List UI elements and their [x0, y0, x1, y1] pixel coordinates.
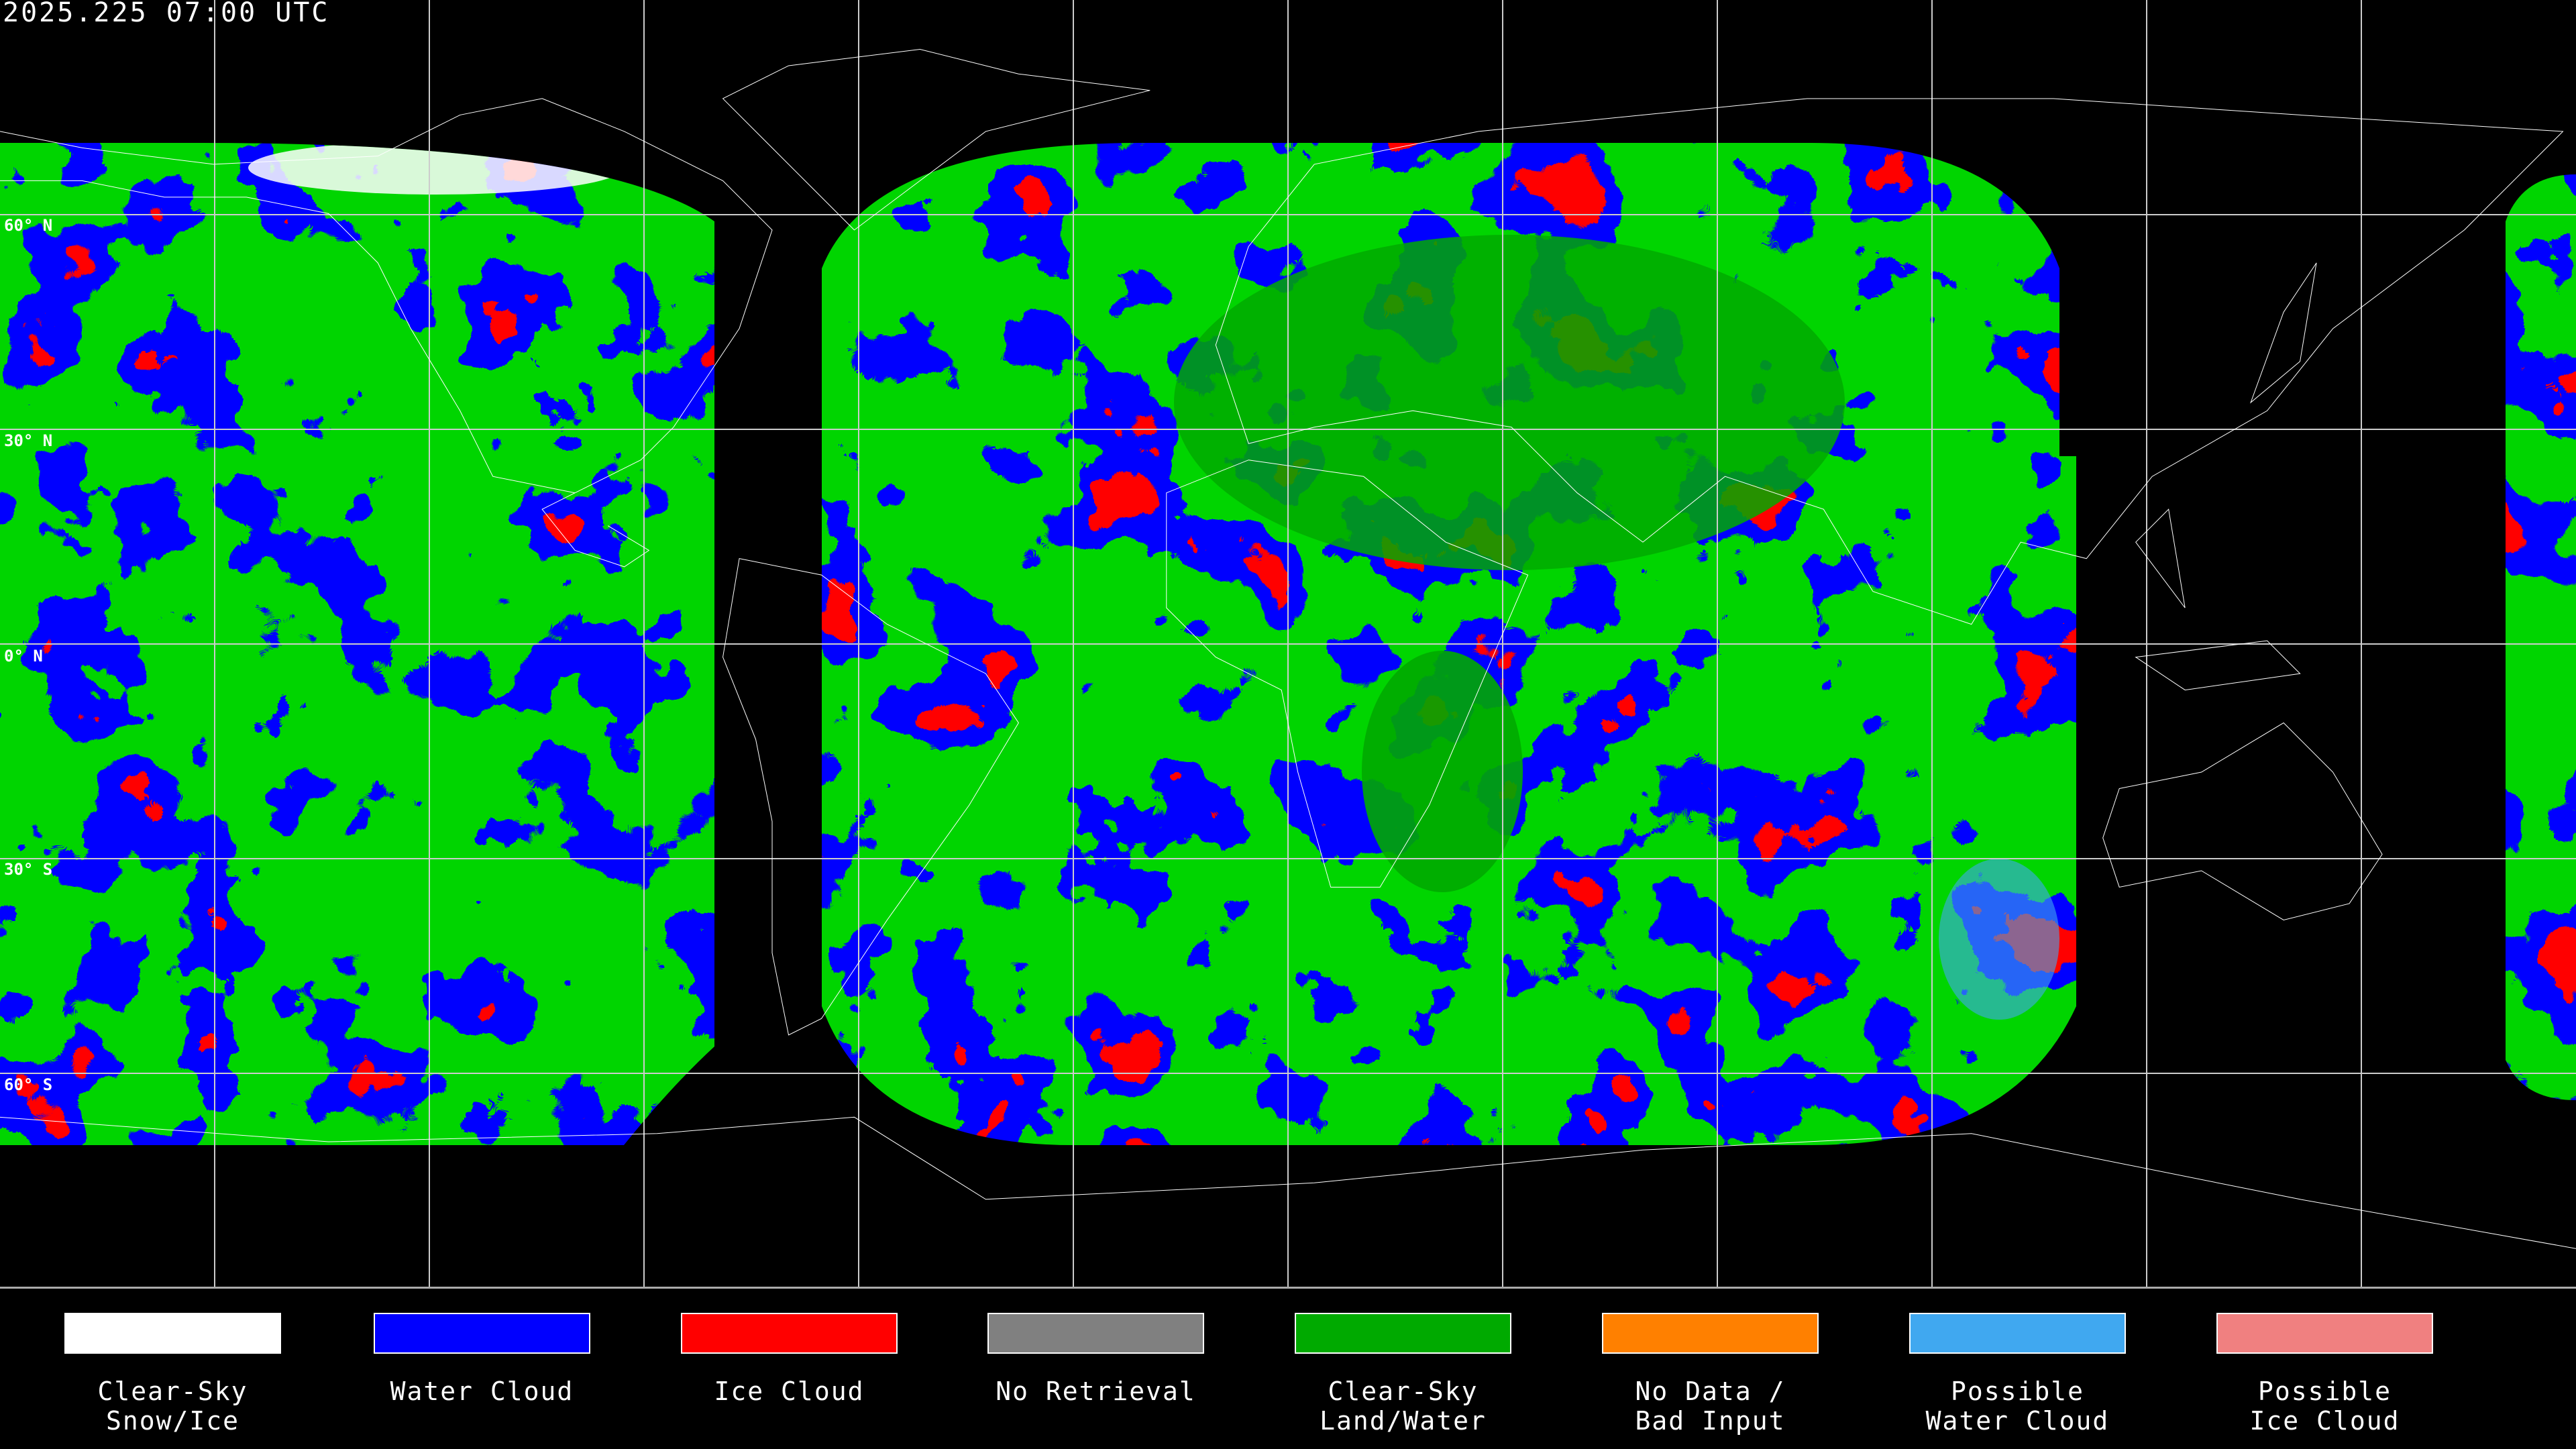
graticule — [0, 0, 2576, 1288]
legend-label: Water Cloud — [390, 1377, 574, 1406]
legend-item: Clear-Sky Snow/Ice — [64, 1313, 281, 1436]
legend-item: No Retrieval — [987, 1313, 1204, 1406]
legend-label: Clear-Sky Land/Water — [1320, 1377, 1487, 1436]
legend-item: No Data / Bad Input — [1602, 1313, 1819, 1436]
legend-swatch — [1295, 1313, 1511, 1354]
timestamp-title: 2025.225 07:00 UTC — [3, 0, 330, 28]
legend-swatch — [987, 1313, 1204, 1354]
coastlines — [0, 49, 2576, 1248]
cloud-phase-map — [0, 0, 2576, 1288]
legend-label: Possible Water Cloud — [1925, 1377, 2110, 1436]
legend-item: Water Cloud — [374, 1313, 590, 1406]
legend-swatch — [2216, 1313, 2433, 1354]
legend-swatch — [64, 1313, 281, 1354]
lat-label-60s: 60° S — [4, 1075, 53, 1094]
legend-swatch — [374, 1313, 590, 1354]
lat-label-30n: 30° N — [4, 431, 53, 450]
map-legend-divider — [0, 1287, 2576, 1289]
legend-item: Possible Ice Cloud — [2216, 1313, 2433, 1436]
lat-label-0n: 0° N — [4, 647, 43, 665]
legend-label: Clear-Sky Snow/Ice — [97, 1377, 248, 1436]
legend-item: Clear-Sky Land/Water — [1295, 1313, 1511, 1436]
legend-swatch — [1602, 1313, 1819, 1354]
lat-label-60n: 60° N — [4, 216, 53, 235]
legend-label: No Data / Bad Input — [1635, 1377, 1786, 1436]
lat-label-30s: 30° S — [4, 860, 53, 879]
legend-label: Possible Ice Cloud — [2249, 1377, 2400, 1436]
legend-item: Ice Cloud — [681, 1313, 898, 1406]
legend-label: No Retrieval — [996, 1377, 1196, 1406]
legend-item: Possible Water Cloud — [1909, 1313, 2126, 1436]
legend-swatch — [1909, 1313, 2126, 1354]
legend-swatch — [681, 1313, 898, 1354]
legend-label: Ice Cloud — [714, 1377, 865, 1406]
